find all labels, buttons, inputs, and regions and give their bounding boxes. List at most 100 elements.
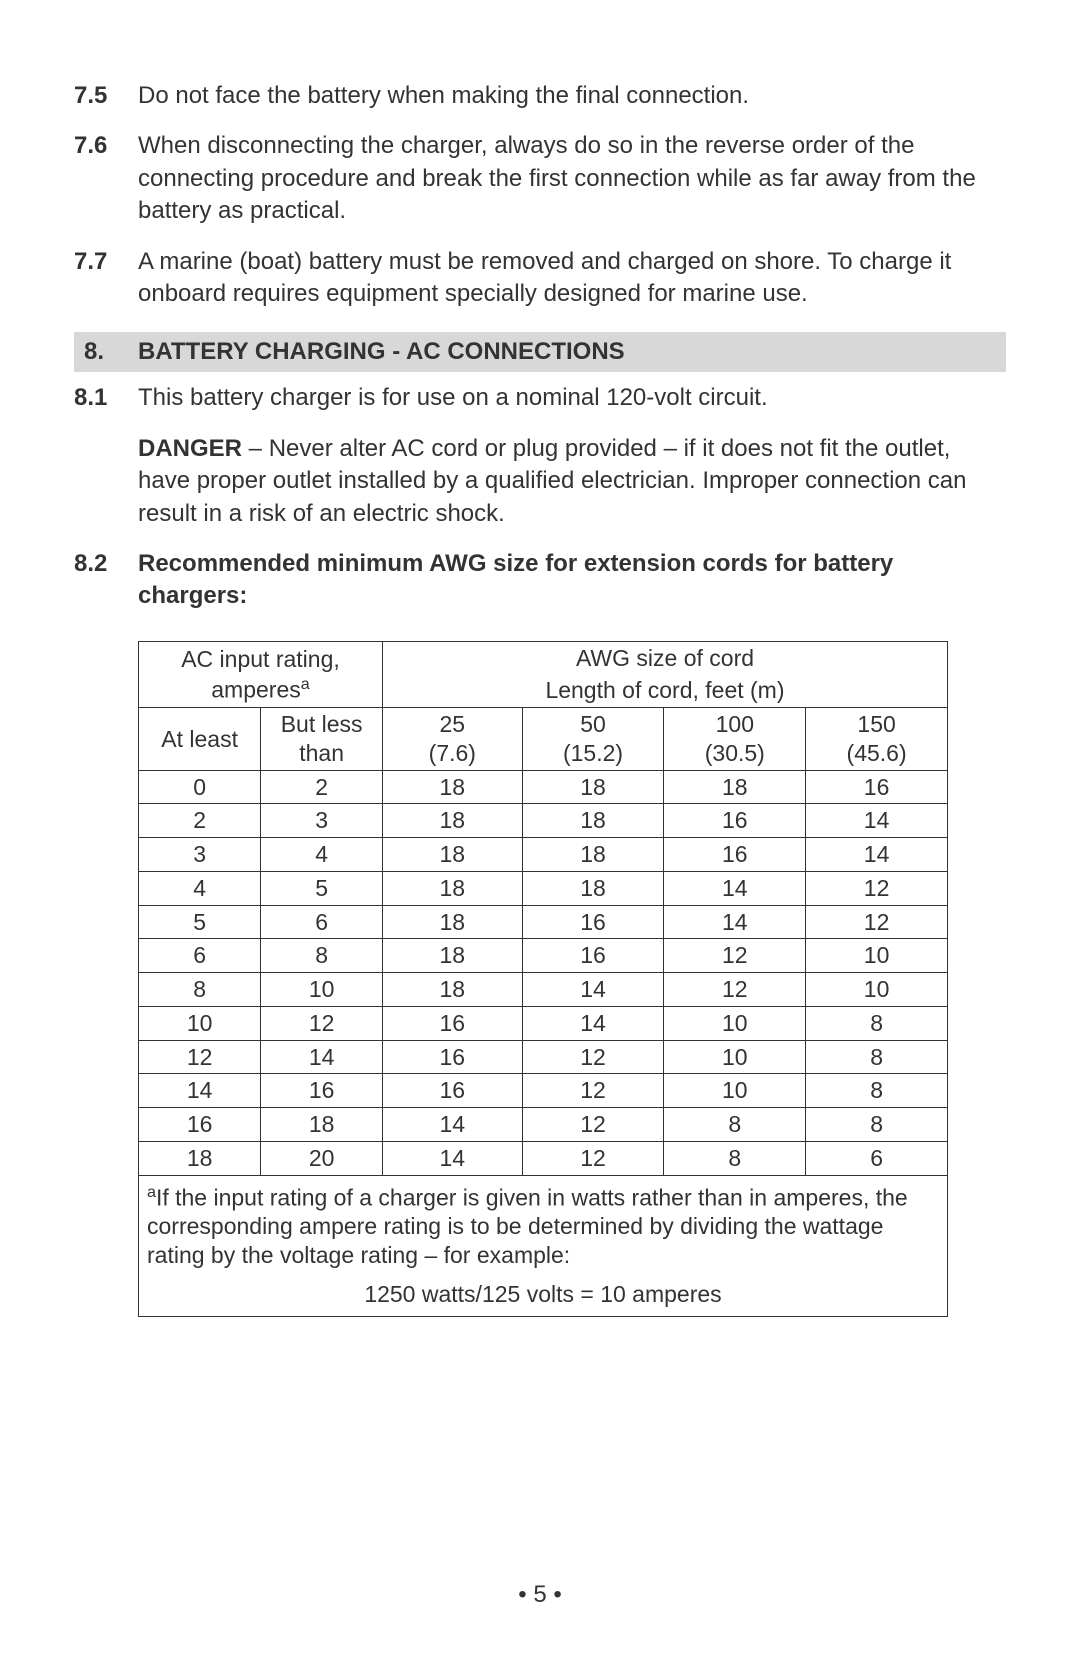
table-cell: 8 [664,1108,806,1142]
table-row: 1618141288 [139,1108,948,1142]
table-cell: 16 [139,1108,261,1142]
section-title: BATTERY CHARGING - AC CONNECTIONS [138,338,625,366]
table-cell: 6 [806,1141,948,1175]
table-cell: 18 [664,770,806,804]
table-cell: 16 [664,804,806,838]
item-8-1: 8.1 This battery charger is for use on a… [74,382,1006,414]
header-line: amperes [211,676,300,702]
header-butless: But less than [261,708,383,771]
table-cell: 5 [139,905,261,939]
table-cell: 18 [522,804,664,838]
item-7-7: 7.7 A marine (boat) battery must be remo… [74,246,1006,311]
table-cell: 14 [261,1040,383,1074]
table-cell: 2 [139,804,261,838]
header-cord-length: Length of cord, feet (m) [382,674,947,707]
table-cell: 8 [139,973,261,1007]
length-m: (45.6) [847,740,907,766]
table-cell: 8 [806,1006,948,1040]
table-cell: 18 [261,1108,383,1142]
table-cell: 10 [806,973,948,1007]
table-cell: 4 [139,871,261,905]
item-text: Do not face the battery when making the … [138,80,1006,112]
table-cell: 12 [522,1108,664,1142]
table-cell: 10 [664,1074,806,1108]
table-cell: 14 [806,804,948,838]
length-ft: 100 [716,711,754,737]
table-cell: 0 [139,770,261,804]
table-cell: 14 [664,905,806,939]
table-cell: 8 [806,1108,948,1142]
item-number: 7.5 [74,80,138,112]
length-m: (7.6) [429,740,476,766]
table-cell: 2 [261,770,383,804]
danger-label: DANGER [138,435,242,462]
table-cell: 18 [382,804,522,838]
table-cell: 16 [382,1040,522,1074]
table-cell: 6 [261,905,383,939]
table-row: 14161612108 [139,1074,948,1108]
item-text: When disconnecting the charger, always d… [138,130,1006,227]
length-m: (15.2) [563,740,623,766]
table-header-row-1: AC input rating, amperesa AWG size of co… [139,641,948,674]
table-cell: 14 [664,871,806,905]
table-cell: 12 [806,871,948,905]
length-ft: 25 [440,711,466,737]
table-row: 12141612108 [139,1040,948,1074]
table-row: 4518181412 [139,871,948,905]
section-number: 8. [84,338,138,366]
table-cell: 18 [522,770,664,804]
table-cell: 10 [139,1006,261,1040]
item-text: Recommended minimum AWG size for extensi… [138,548,1006,613]
footnote-text: If the input rating of a charger is give… [147,1184,908,1268]
item-text: This battery charger is for use on a nom… [138,382,1006,414]
table-cell: 18 [382,770,522,804]
table-footnote-row: aIf the input rating of a charger is giv… [139,1175,948,1317]
table-cell: 14 [382,1108,522,1142]
table-header-row-2: At least But less than 25 (7.6) 50 (15.2… [139,708,948,771]
item-7-6: 7.6 When disconnecting the charger, alwa… [74,130,1006,227]
table-row: 1820141286 [139,1141,948,1175]
table-row: 6818161210 [139,939,948,973]
header-input-rating: AC input rating, amperesa [139,641,383,708]
table-cell: 5 [261,871,383,905]
danger-paragraph: DANGER – Never alter AC cord or plug pro… [138,433,1006,530]
table-cell: 8 [806,1040,948,1074]
table-cell: 6 [139,939,261,973]
table-row: 0218181816 [139,770,948,804]
table-cell: 18 [382,838,522,872]
header-length-col: 100 (30.5) [664,708,806,771]
table-cell: 12 [522,1074,664,1108]
table-cell: 16 [806,770,948,804]
table-row: 5618161412 [139,905,948,939]
section-8-header: 8. BATTERY CHARGING - AC CONNECTIONS [74,332,1006,372]
item-number: 7.6 [74,130,138,227]
table-cell: 10 [664,1006,806,1040]
table-cell: 16 [382,1074,522,1108]
table-cell: 10 [664,1040,806,1074]
table-row: 10121614108 [139,1006,948,1040]
table-cell: 18 [139,1141,261,1175]
header-length-col: 50 (15.2) [522,708,664,771]
table-cell: 12 [261,1006,383,1040]
table-row: 2318181614 [139,804,948,838]
table-cell: 12 [664,973,806,1007]
header-awg-size: AWG size of cord [382,641,947,674]
table-cell: 18 [382,973,522,1007]
table-cell: 16 [522,905,664,939]
table-cell: 10 [261,973,383,1007]
table-cell: 12 [522,1040,664,1074]
table-cell: 18 [382,939,522,973]
item-number: 7.7 [74,246,138,311]
table-footnote: aIf the input rating of a charger is giv… [139,1175,948,1317]
header-atleast: At least [139,708,261,771]
item-number: 8.2 [74,548,138,613]
table-cell: 18 [522,871,664,905]
document-page: 7.5 Do not face the battery when making … [0,0,1080,1669]
item-8-2: 8.2 Recommended minimum AWG size for ext… [74,548,1006,613]
table-cell: 14 [139,1074,261,1108]
length-ft: 50 [580,711,606,737]
table-cell: 18 [382,871,522,905]
footnote-sup: a [147,1183,156,1201]
header-line: AC input rating, [181,646,340,672]
header-line: than [299,740,344,766]
